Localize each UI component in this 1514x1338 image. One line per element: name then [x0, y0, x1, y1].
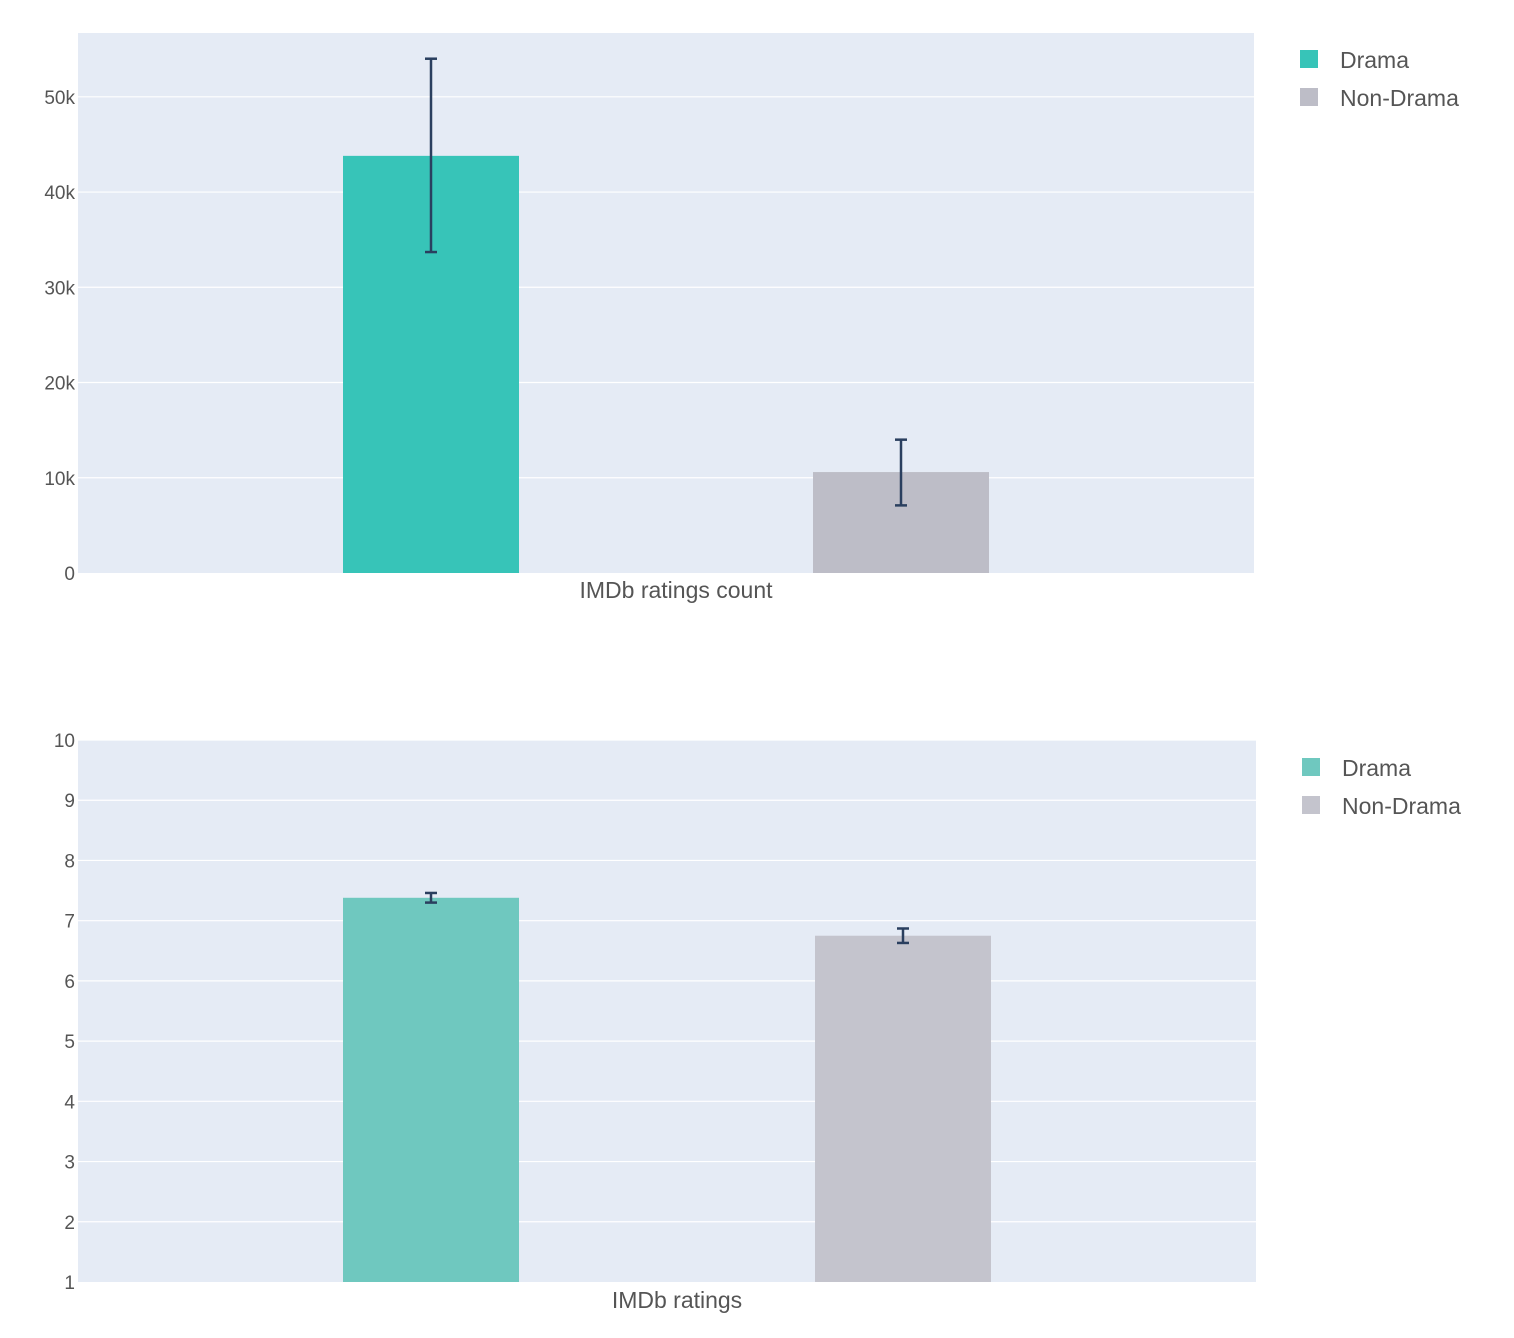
y-tick-label: 20k: [44, 374, 75, 395]
y-tick-label: 8: [64, 851, 75, 872]
plot-area: [78, 33, 1254, 573]
legend-item-non-drama: Non-Drama: [1300, 85, 1459, 111]
y-tick-label: 10: [54, 731, 75, 752]
y-tick-label: 9: [64, 791, 75, 812]
y-tick-label: 4: [64, 1092, 75, 1113]
y-tick-label: 1: [64, 1273, 75, 1294]
y-tick-label: 40k: [44, 183, 75, 204]
error-bar-non-drama: [897, 927, 909, 945]
y-tick-label: 10k: [44, 469, 75, 490]
x-axis-title: IMDb ratings: [612, 1287, 742, 1313]
legend-item-drama: Drama: [1302, 755, 1411, 781]
legend-label: Drama: [1342, 755, 1411, 781]
bar-non-drama: [815, 935, 991, 1282]
legend-swatch: [1302, 758, 1320, 776]
plot-area: [78, 740, 1256, 1282]
error-bar-drama: [425, 57, 437, 254]
legend-item-non-drama: Non-Drama: [1302, 793, 1461, 819]
y-tick-label: 0: [64, 564, 75, 585]
y-tick-label: 50k: [44, 88, 75, 109]
legend-swatch: [1300, 88, 1318, 106]
legend-label: Non-Drama: [1340, 85, 1459, 111]
legend-label: Non-Drama: [1342, 793, 1461, 819]
legend-swatch: [1300, 50, 1318, 68]
error-bar-non-drama: [895, 438, 907, 507]
y-tick-label: 7: [64, 912, 75, 933]
legend-item-drama: Drama: [1300, 47, 1409, 73]
bar-drama: [343, 897, 519, 1282]
legend-swatch: [1302, 796, 1320, 814]
x-axis-title: IMDb ratings count: [579, 577, 773, 603]
y-tick-label: 3: [64, 1153, 75, 1174]
chart-2: 1 2 3 4 5 6 7 8 9 10 IMDb ratings Drama Non-Drama: [54, 731, 1461, 1313]
y-tick-label: 5: [64, 1032, 75, 1053]
legend: Drama Non-Drama: [1300, 47, 1459, 111]
legend: Drama Non-Drama: [1302, 755, 1461, 819]
y-tick-label: 2: [64, 1213, 75, 1234]
legend-label: Drama: [1340, 47, 1409, 73]
y-tick-label: 30k: [44, 278, 75, 299]
chart-1: 0 10k 20k 30k 40k 50k IMDb ratings count Drama N…: [44, 33, 1459, 603]
error-bar-drama: [425, 891, 437, 904]
y-tick-label: 6: [64, 972, 75, 993]
